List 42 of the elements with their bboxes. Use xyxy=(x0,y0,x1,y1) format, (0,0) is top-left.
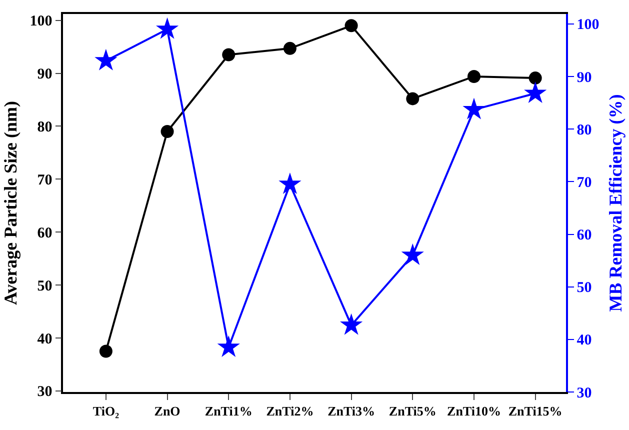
point xyxy=(160,125,174,138)
point xyxy=(156,17,179,39)
y2-tick-label: 40 xyxy=(576,332,592,349)
point xyxy=(528,72,542,85)
y2-tick-label: 80 xyxy=(576,122,592,138)
x-tick-label: ZnTi10% xyxy=(447,403,501,418)
point xyxy=(401,243,424,265)
y-axis-title: Average Particle Size (nm) xyxy=(0,100,20,306)
point xyxy=(340,313,363,335)
point xyxy=(99,344,112,358)
y-tick-label: 40 xyxy=(37,331,52,348)
y-tick-label: 50 xyxy=(37,278,52,294)
point xyxy=(462,98,486,120)
x-tick-label: ZnTi1% xyxy=(204,403,252,418)
point xyxy=(467,70,480,83)
y-tick-label: 60 xyxy=(37,225,52,242)
x-tick-label: ZnTi5% xyxy=(388,403,436,418)
point xyxy=(406,92,420,106)
y2-tick-label: 70 xyxy=(576,174,592,191)
point xyxy=(283,42,296,55)
point xyxy=(524,81,547,104)
y-tick-label: 70 xyxy=(37,172,52,188)
y-tick-label: 80 xyxy=(37,119,52,136)
y2-tick-label: 60 xyxy=(576,228,592,244)
y-tick-label: 90 xyxy=(37,66,52,83)
y2-axis-title: MB Removal Efficiency (%) xyxy=(606,94,626,312)
x-tick-label: ZnTi2% xyxy=(266,403,314,418)
y2-tick-label: 30 xyxy=(576,385,592,402)
x-tick-label: ZnTi15% xyxy=(508,403,562,418)
point xyxy=(278,172,302,194)
point xyxy=(217,335,240,357)
y-tick-label: 100 xyxy=(30,14,52,30)
y2-tick-label: 100 xyxy=(576,17,600,34)
x-tick-label: ZnTi3% xyxy=(328,403,376,418)
y2-tick-label: 50 xyxy=(576,280,592,296)
y-tick-label: 30 xyxy=(37,384,52,400)
point xyxy=(344,19,358,32)
x-tick-label: ZnO xyxy=(154,403,180,418)
point xyxy=(94,48,118,70)
x-tick-label: TiO₂ xyxy=(92,403,120,418)
point xyxy=(222,48,236,62)
y2-tick-label: 90 xyxy=(576,70,592,86)
